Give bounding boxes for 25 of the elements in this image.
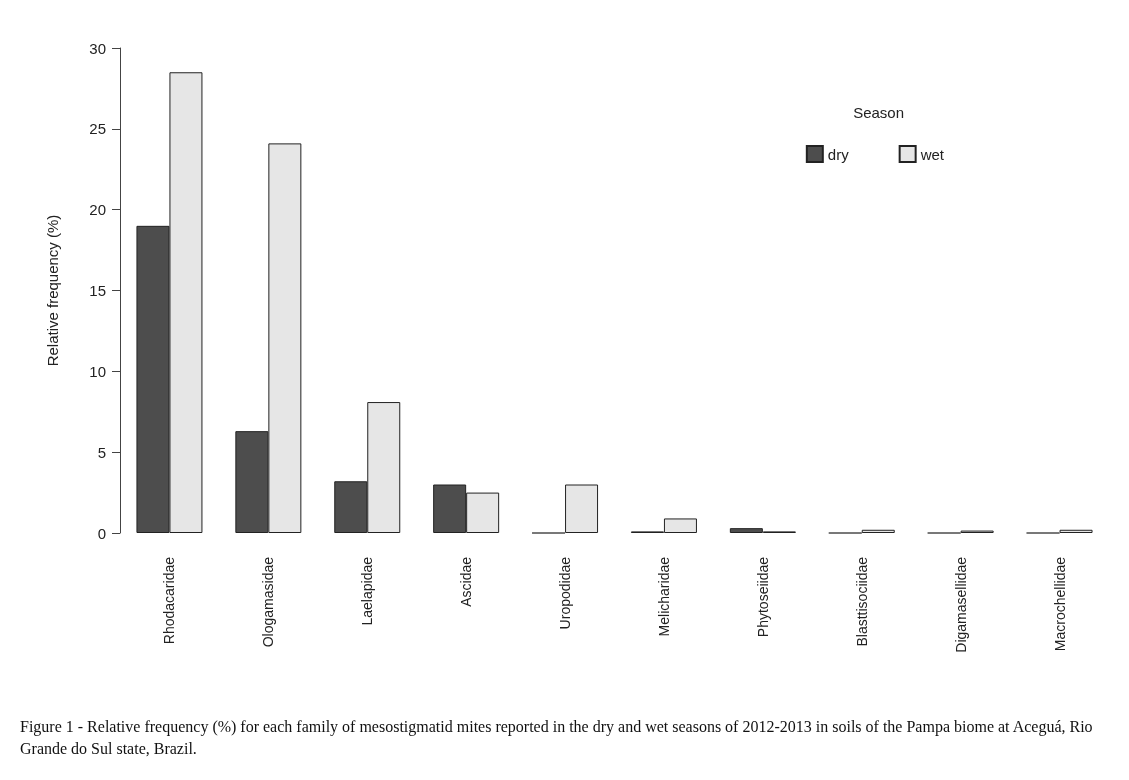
x-tick-label: Blasttisociidae	[853, 556, 870, 647]
x-tick-label: Laelapidae	[359, 556, 376, 626]
y-tick-label: 5	[97, 443, 106, 461]
legend-label: wet	[919, 145, 945, 163]
x-tick-label: Macrochellidae	[1051, 556, 1068, 652]
legend-label: dry	[827, 145, 850, 163]
x-tick-label: Phytoseiidae	[754, 556, 771, 638]
y-tick-label: 30	[89, 39, 106, 57]
bar	[565, 484, 599, 533]
legend-title: Season	[853, 104, 904, 121]
x-tick-label: Uropodidae	[557, 556, 574, 630]
y-tick-label: 0	[97, 524, 106, 542]
x-tick-label: Ascidae	[458, 556, 475, 607]
x-tick-label: Digamasellidae	[952, 556, 969, 653]
bar	[1059, 529, 1093, 533]
y-tick-label: 25	[89, 120, 106, 138]
y-axis-title: Relative frequency (%)	[44, 214, 61, 367]
y-tick-label: 15	[89, 282, 106, 299]
bar	[861, 529, 895, 533]
x-tick-label: Melicharidae	[655, 556, 672, 637]
x-tick-label: Ologamasidae	[260, 556, 277, 648]
caption: Figure 1 - Relative frequency (%) for each family of mesostigmatid mites reported in the dry and wet seasons of 2012-2013 in soils of the Pampa biome at Aceguá, Rio Grande do Sul state, Brazil.	[20, 717, 1097, 757]
x-tick-label: Rhodacaridae	[161, 556, 178, 645]
y-tick-label: 10	[89, 362, 106, 380]
y-tick-label: 20	[89, 201, 106, 219]
